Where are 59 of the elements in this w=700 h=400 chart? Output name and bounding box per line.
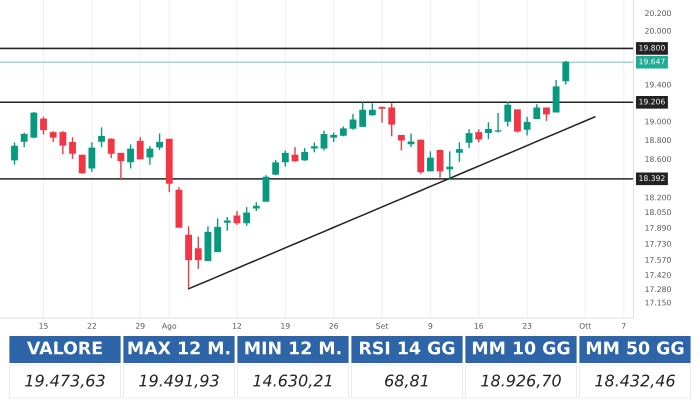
candlestick — [108, 137, 115, 159]
candlestick — [504, 100, 512, 128]
text: 19.473,63 — [25, 374, 105, 388]
candlestick — [350, 113, 356, 130]
text: VALORE — [27, 341, 102, 355]
candlestick — [408, 132, 414, 148]
text: MIN 12 M. — [245, 341, 340, 354]
text: MAX 12 M. — [128, 341, 230, 354]
candlestick — [282, 150, 289, 168]
candlestick — [272, 159, 280, 176]
candlestick — [224, 216, 231, 232]
candlestick — [234, 210, 240, 226]
candlestick — [310, 142, 318, 154]
candlestick — [88, 142, 96, 173]
candlestick — [543, 107, 550, 122]
candlestick — [485, 122, 492, 140]
text: RSI 14 GG — [360, 341, 454, 355]
candlestick — [562, 60, 570, 86]
candlestick — [388, 102, 396, 138]
candlestick — [524, 116, 531, 136]
candlestick — [243, 206, 250, 227]
candlestick — [340, 126, 347, 138]
candlestick — [78, 154, 86, 174]
candlestick — [378, 106, 386, 124]
candlestick — [330, 132, 338, 143]
candlestick — [359, 102, 366, 128]
candlestick — [59, 130, 66, 155]
candlestick — [456, 142, 463, 163]
candlestick — [194, 236, 202, 270]
text: MM 50 GG — [586, 341, 684, 355]
candlestick — [20, 132, 28, 148]
candlestick — [117, 152, 124, 181]
candlestick — [69, 136, 76, 160]
text: 14.630,21 — [253, 374, 332, 388]
candlestick — [398, 134, 405, 152]
text: MM 10 GG — [472, 341, 570, 355]
text: 68,81 — [385, 374, 428, 388]
candlestick — [292, 146, 298, 163]
candlestick — [11, 142, 18, 166]
candlestick — [436, 148, 444, 178]
candlestick — [127, 144, 134, 170]
text: 18.432,46 — [595, 374, 675, 388]
candlestick — [146, 145, 154, 166]
text: 19.491,93 — [139, 374, 219, 388]
candlestick — [426, 150, 434, 172]
candlestick — [320, 130, 328, 152]
candlestick — [156, 132, 163, 151]
candlestick — [50, 130, 57, 143]
candlestick — [446, 150, 454, 181]
candlestick — [475, 128, 482, 144]
candlestick — [98, 126, 105, 148]
candlestick — [514, 109, 521, 134]
candlestick — [40, 116, 47, 136]
candlestick — [533, 104, 540, 120]
candlestick — [301, 147, 308, 162]
candlestick — [368, 102, 376, 116]
text: 18.926,70 — [481, 374, 561, 388]
candlestick — [136, 136, 144, 160]
candlestick — [466, 128, 472, 149]
